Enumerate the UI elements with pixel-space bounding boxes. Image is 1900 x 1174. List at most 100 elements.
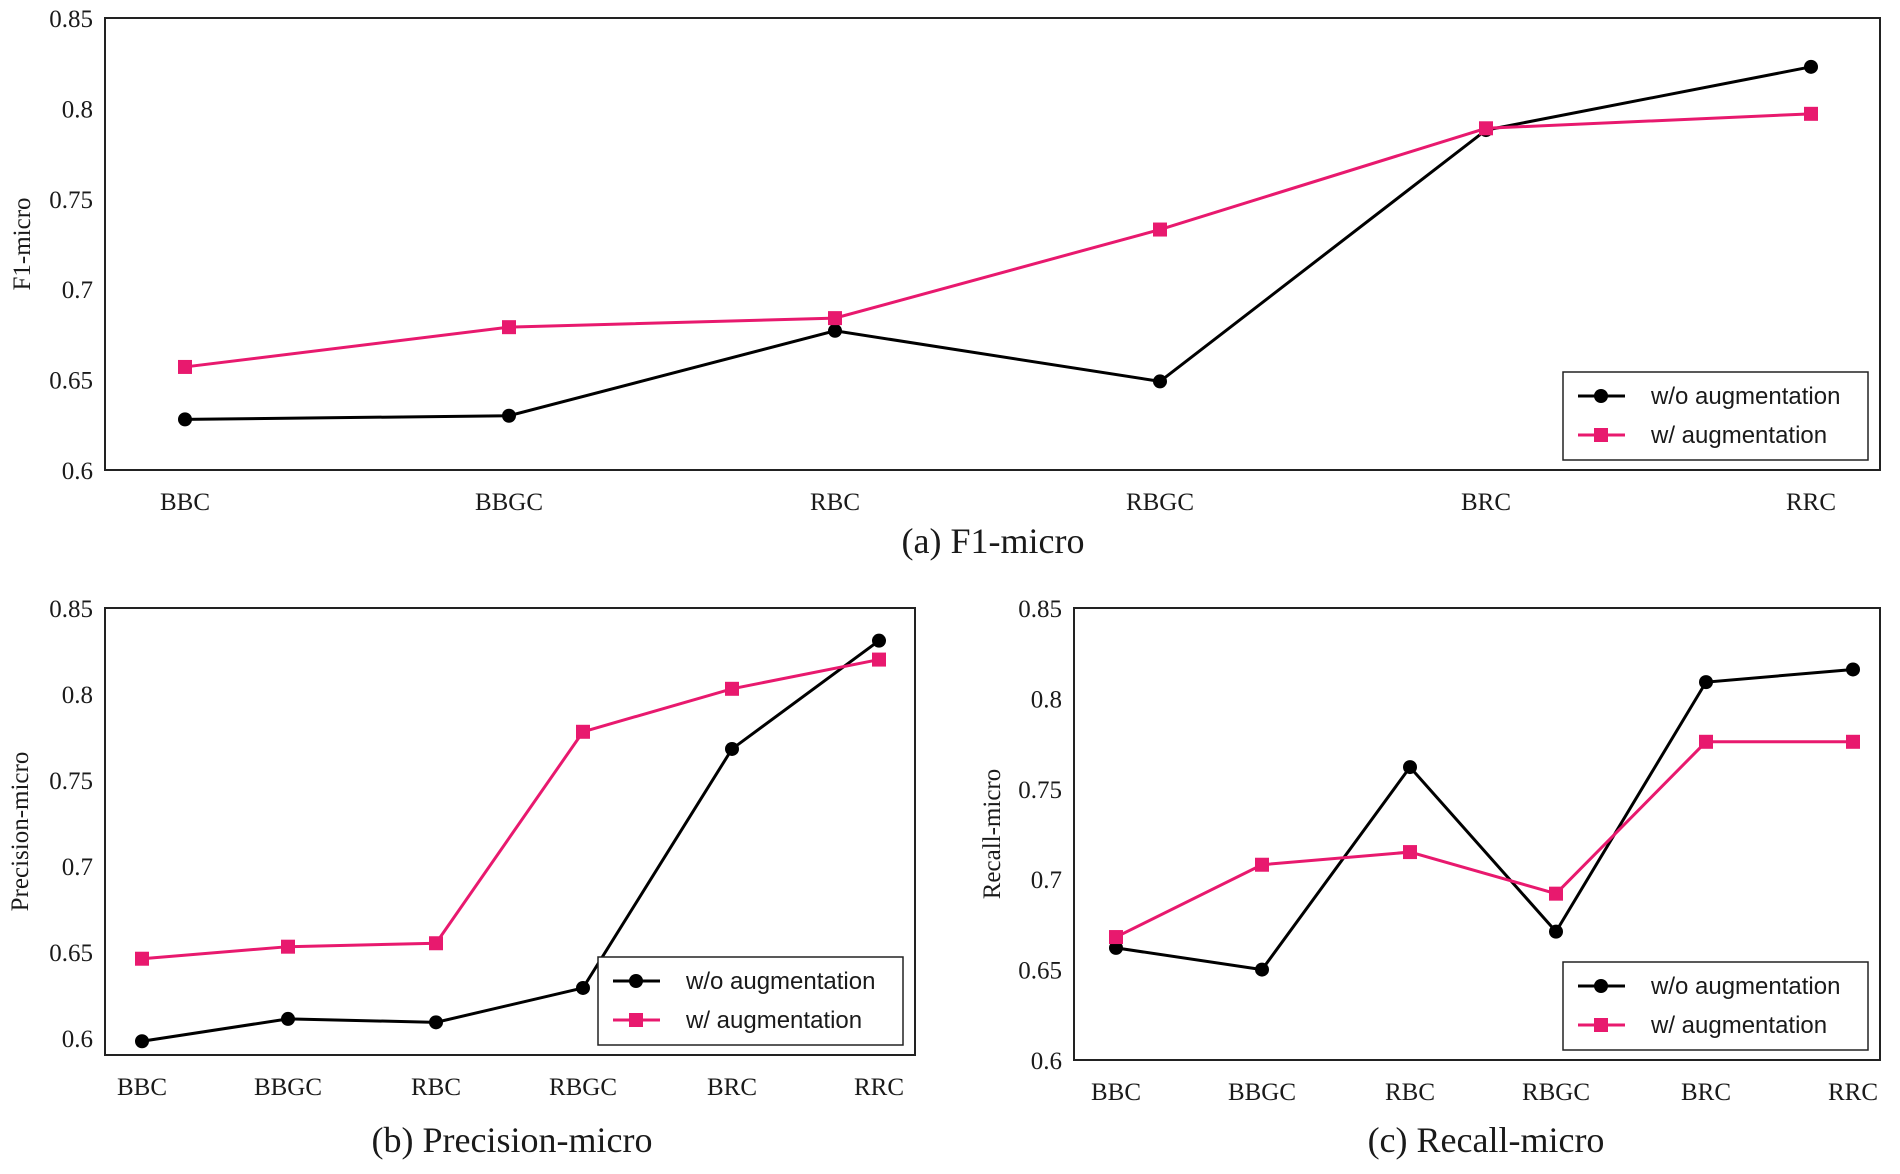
x-tick-label: BBC <box>117 1074 167 1101</box>
y-tick-label: 0.7 <box>1031 867 1062 894</box>
data-point <box>1403 845 1417 860</box>
x-tick-label: RRC <box>1786 489 1836 516</box>
y-tick-label: 0.75 <box>49 768 93 795</box>
y-tick-label: 0.7 <box>62 854 93 881</box>
data-point <box>429 1015 443 1030</box>
x-tick-label: BRC <box>1681 1079 1731 1106</box>
chart-panel-b: 0.6 0.65 0.7 0.75 0.8 0.85 BBC BBGC RBC RBGC BRC RR… <box>7 596 916 1160</box>
y-tick-label: 0.6 <box>62 1026 93 1053</box>
chart-panel-a: 0.6 0.65 0.7 0.75 0.8 0.85 BBC BBGC RBC RBGC BRC RR… <box>9 6 1881 561</box>
y-axis-label: Precision-micro <box>7 752 34 912</box>
series-line-with-augmentation <box>184 112 1812 369</box>
x-tick-label: BBGC <box>1228 1079 1296 1106</box>
series-line-without-augmentation <box>1115 667 1854 972</box>
x-tick-label: RBC <box>1385 1079 1435 1106</box>
plot-frame <box>1073 607 1881 1061</box>
x-tick-label: RBC <box>411 1074 461 1101</box>
x-tick-label: RBGC <box>1126 489 1194 516</box>
x-tick-label: RRC <box>1828 1079 1878 1106</box>
data-point <box>178 412 192 427</box>
data-point <box>429 936 443 951</box>
data-point <box>1403 760 1417 775</box>
y-tick-label: 0.75 <box>1018 777 1062 804</box>
y-tick-label: 0.85 <box>49 6 93 33</box>
legend-marker-circle <box>629 974 643 988</box>
data-point <box>725 681 739 696</box>
data-point <box>1153 222 1167 237</box>
x-tick-label: RRC <box>854 1074 904 1101</box>
x-tick-label: BBGC <box>475 489 543 516</box>
x-tick-label: BBC <box>160 489 210 516</box>
x-tick-label: RBC <box>810 489 860 516</box>
data-point <box>725 741 739 756</box>
data-point <box>872 633 886 648</box>
legend-label: w/o augmentation <box>685 968 875 995</box>
data-point <box>281 939 295 954</box>
y-tick-label: 0.65 <box>1018 958 1062 985</box>
data-point <box>1255 962 1269 977</box>
legend-label: w/ augmentation <box>1650 422 1827 449</box>
y-tick-label: 0.85 <box>1018 596 1062 623</box>
x-tick-label: BRC <box>707 1074 757 1101</box>
legend-marker-circle <box>1594 979 1608 993</box>
data-point <box>1153 374 1167 389</box>
chart-caption: (b) Precision-micro <box>372 1120 653 1160</box>
data-point <box>1699 675 1713 690</box>
y-tick-label: 0.8 <box>62 682 93 709</box>
chart-panel-c: 0.6 0.65 0.7 0.75 0.8 0.85 BBC BBGC RBC RBGC BRC RR… <box>979 596 1881 1160</box>
series-line-without-augmentation <box>184 65 1812 421</box>
x-tick-label: BRC <box>1461 489 1511 516</box>
chart-caption: (a) F1-micro <box>902 521 1085 561</box>
legend-label: w/o augmentation <box>1650 973 1840 1000</box>
data-point <box>502 320 516 335</box>
legend-box <box>597 956 904 1046</box>
data-point <box>828 323 842 338</box>
y-tick-label: 0.8 <box>1031 686 1062 713</box>
data-point <box>576 980 590 995</box>
data-point <box>1549 886 1563 901</box>
y-tick-label: 0.7 <box>62 277 93 304</box>
chart-caption: (c) Recall-micro <box>1368 1120 1605 1160</box>
data-point <box>1804 106 1818 121</box>
data-point <box>1109 940 1123 955</box>
y-tick-label: 0.75 <box>49 187 93 214</box>
data-point <box>576 724 590 739</box>
data-point <box>1699 734 1713 749</box>
y-tick-label: 0.6 <box>1031 1048 1062 1075</box>
legend-marker-square <box>629 1013 643 1027</box>
y-axis-label: F1-micro <box>9 197 36 290</box>
data-point <box>872 652 886 667</box>
legend-label: w/ augmentation <box>1650 1012 1827 1039</box>
y-axis-label: Recall-micro <box>979 769 1006 900</box>
legend: w/o augmentation w/ augmentation <box>1562 961 1869 1051</box>
data-point <box>281 1011 295 1026</box>
y-tick-label: 0.65 <box>49 368 93 395</box>
legend-box <box>1562 961 1869 1051</box>
data-point <box>502 408 516 423</box>
x-tick-label: BBC <box>1091 1079 1141 1106</box>
data-point <box>1479 121 1493 136</box>
legend-box <box>1562 371 1869 461</box>
x-tick-label: RBGC <box>549 1074 617 1101</box>
data-point <box>135 951 149 966</box>
data-point <box>1846 662 1860 677</box>
legend-marker-circle <box>1594 389 1608 403</box>
data-point <box>1846 734 1860 749</box>
data-point <box>1255 857 1269 872</box>
y-tick-label: 0.8 <box>62 96 93 123</box>
x-tick-label: RBGC <box>1522 1079 1590 1106</box>
y-tick-label: 0.65 <box>49 940 93 967</box>
y-tick-label: 0.85 <box>49 596 93 623</box>
legend-label: w/o augmentation <box>1650 383 1840 410</box>
data-point <box>828 311 842 326</box>
data-point <box>178 359 192 374</box>
y-tick-label: 0.6 <box>62 458 93 485</box>
legend-label: w/ augmentation <box>685 1007 862 1034</box>
legend-marker-square <box>1594 1018 1608 1032</box>
series-line-with-augmentation <box>141 658 880 961</box>
legend: w/o augmentation w/ augmentation <box>1562 371 1869 461</box>
plot-frame <box>104 607 916 1056</box>
data-point <box>1804 59 1818 74</box>
series-line-without-augmentation <box>141 639 880 1043</box>
